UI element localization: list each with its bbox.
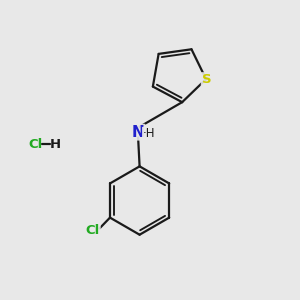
Text: N: N bbox=[132, 125, 145, 140]
Text: Cl: Cl bbox=[86, 224, 100, 237]
Text: S: S bbox=[202, 73, 211, 86]
Text: Cl: Cl bbox=[28, 138, 43, 151]
Text: ·H: ·H bbox=[142, 127, 155, 140]
Text: H: H bbox=[50, 138, 61, 151]
